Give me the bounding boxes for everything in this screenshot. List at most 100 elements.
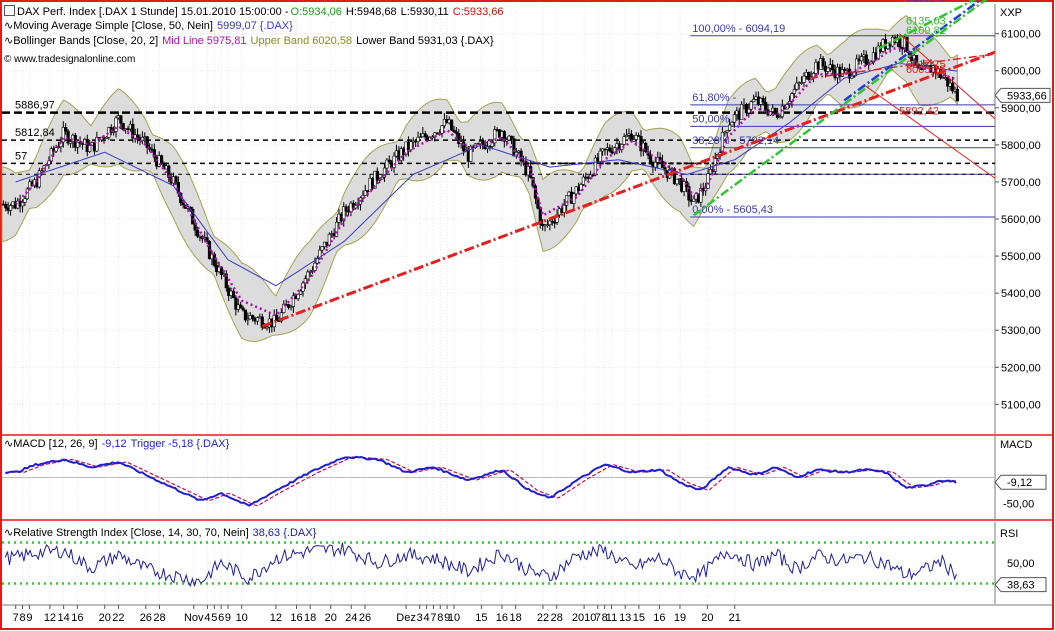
candle-body: [282, 303, 286, 313]
ytick-label: 5300,00: [1001, 325, 1041, 337]
candle-body: [23, 198, 27, 203]
candle-body: [608, 147, 612, 152]
rsi-value: 38,63 {.DAX}: [252, 527, 317, 539]
xtick-label: 24: [345, 612, 357, 624]
fibonacci-level-label: 61,80% -: [692, 92, 736, 104]
candle-body: [20, 202, 25, 207]
xtick-label: 8: [437, 612, 443, 624]
candle-body: [807, 72, 811, 80]
candle-body: [955, 88, 959, 102]
candle-body: [342, 206, 346, 222]
bollinger-band: [1, 15, 958, 342]
xtick-label: 4: [204, 612, 210, 624]
macd-trigger: Trigger -5,18 {.DAX}: [130, 438, 230, 450]
xtick-label: Dez: [396, 612, 416, 624]
xtick-label: 10: [236, 612, 248, 624]
candle-body: [418, 136, 423, 139]
candle-body: [799, 82, 804, 84]
xtick-label: 12: [44, 612, 56, 624]
ytick-label: 5600,00: [1001, 214, 1041, 226]
candle-body: [502, 131, 506, 142]
candle-body: [565, 195, 569, 206]
candle-body: [692, 198, 696, 202]
candle-body: [840, 69, 844, 77]
macd-value-tag-label: -9,12: [1007, 477, 1032, 489]
trendline-value-label: 6199,45: [906, 0, 946, 4]
xtick-label: 21: [729, 612, 741, 624]
candle-body: [334, 221, 339, 237]
candle-body: [318, 249, 322, 259]
ytick-label: 5700,00: [1001, 177, 1041, 189]
candle-body: [131, 123, 135, 139]
fibonacci-level-label: 100,00% - 6094,19: [692, 23, 785, 35]
ytick-label: 6000,00: [1001, 66, 1041, 78]
candle-body: [320, 246, 324, 251]
candle-body: [545, 224, 550, 227]
macd-value: -9,12: [101, 438, 127, 450]
candle-body: [653, 161, 657, 168]
fibonacci-level-label: 0,00% - 5605,43: [692, 204, 773, 216]
candle-body: [88, 145, 92, 152]
trendline-value-label: 6135,03: [906, 16, 946, 28]
candle-body: [740, 104, 744, 120]
candle-body: [114, 117, 118, 132]
candle-body: [449, 119, 454, 131]
candle-body: [859, 56, 864, 62]
candle-body: [826, 67, 830, 72]
wave-icon: ∿: [4, 438, 14, 450]
candle-body: [145, 136, 149, 148]
candle-body: [8, 205, 13, 211]
xtick-label: 2010: [572, 612, 596, 624]
support-level-label: 5886,97: [15, 100, 55, 112]
rsi-axis-title: RSI: [1000, 528, 1018, 540]
candle-body: [440, 125, 444, 134]
candle-body: [749, 101, 753, 110]
xtick-label: 4: [424, 612, 430, 624]
candle-body: [598, 150, 602, 163]
candle-body: [550, 220, 554, 223]
xtick-label: 15: [633, 612, 645, 624]
candle-body: [744, 103, 749, 114]
candle-body: [291, 295, 295, 307]
candle-body: [308, 271, 312, 273]
macd-trigger-line: [5, 456, 957, 507]
candle-body: [579, 184, 583, 191]
ytick-label: 5800,00: [1001, 140, 1041, 152]
checkbox-icon[interactable]: [4, 5, 15, 16]
candle-body: [423, 133, 427, 138]
xtick-label: 5: [211, 612, 217, 624]
candle-body: [167, 165, 171, 178]
candle-body: [344, 206, 348, 212]
candle-body: [64, 127, 68, 132]
candle-body: [195, 229, 200, 237]
ytick-label: 6100,00: [1001, 29, 1041, 41]
xtick-label: 26: [140, 612, 152, 624]
xtick-label: 16: [496, 612, 508, 624]
rsi-value-tag-label: 38,63: [1007, 580, 1035, 592]
xtick-label: 8: [602, 612, 608, 624]
wave-icon: ∿: [4, 527, 14, 539]
candle-body: [454, 131, 458, 134]
candle-body: [119, 115, 123, 124]
trendline-value-label: 5892,42: [899, 106, 939, 118]
candle-body: [720, 132, 725, 153]
candle-body: [624, 135, 629, 138]
red-channel-line: [898, 33, 996, 120]
xtick-label: 20: [99, 612, 111, 624]
bb-legend: ∿Bollinger Bands [Close, 20, 2] Mid Line …: [4, 35, 498, 48]
candle-body: [795, 82, 799, 90]
open-value: O:5934,06: [290, 6, 342, 18]
rsi-legend: ∿Relative Strength Index [Close, 14, 30,…: [4, 527, 320, 540]
candle-body: [416, 136, 420, 142]
candle-body: [792, 89, 796, 94]
candle-body: [104, 136, 109, 139]
xtick-label: 15: [475, 612, 487, 624]
xtick-label: 3: [417, 612, 423, 624]
candle-body: [135, 134, 140, 138]
candle-body: [275, 314, 279, 322]
macd-title: MACD [12, 26, 9]: [13, 438, 98, 450]
candle-body: [224, 273, 228, 289]
fibonacci-level-label: 50,00% -: [692, 113, 736, 125]
candle-body: [562, 204, 566, 213]
